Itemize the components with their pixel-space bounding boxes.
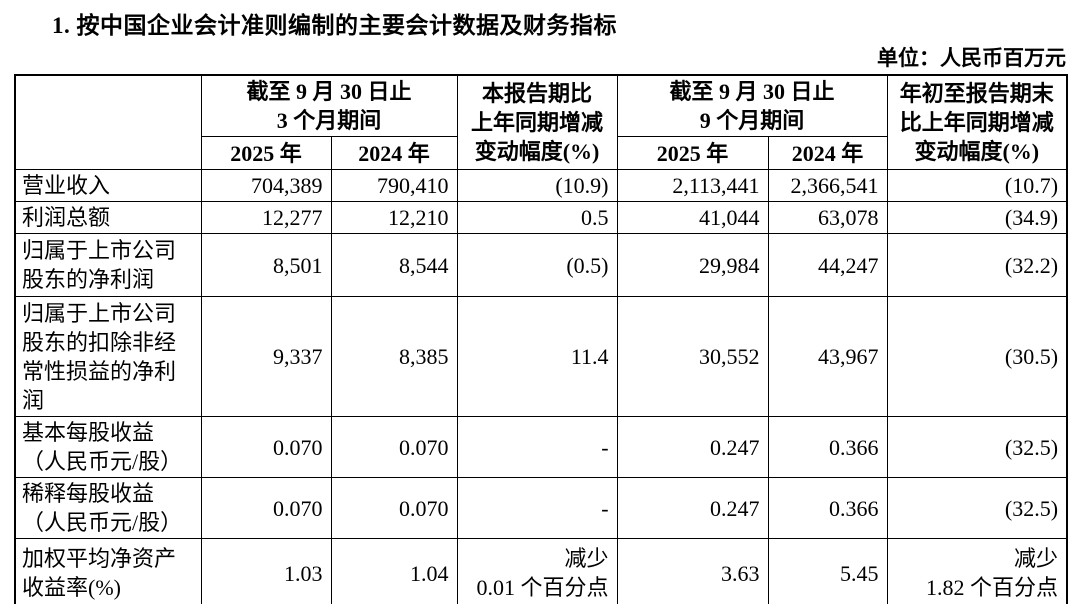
header-year-2024-3m: 2024 年 (330, 136, 458, 170)
row-label: 归属于上市公司 股东的扣除非经 常性损益的净利 润 (14, 296, 202, 417)
value-9m-change: (34.9) (886, 201, 1068, 234)
value-9m-2024: 43,967 (767, 296, 888, 417)
value-9m-2025: 0.247 (616, 477, 769, 539)
value-3m-2024: 790,410 (330, 169, 458, 202)
section-title: 1. 按中国企业会计准则编制的主要会计数据及财务指标 (52, 13, 617, 38)
value-9m-2024: 63,078 (767, 201, 888, 234)
value-9m-2024: 2,366,541 (767, 169, 888, 202)
value-9m-change: (10.7) (886, 169, 1068, 202)
header-change-ytd: 年初至报告期末 比上年同期增减 变动幅度(%) (886, 74, 1068, 170)
value-9m-change: (32.5) (886, 477, 1068, 539)
value-9m-change: (32.2) (886, 233, 1068, 297)
value-3m-change: 减少 0.01 个百分点 (456, 538, 618, 604)
value-9m-change: 减少 1.82 个百分点 (886, 538, 1068, 604)
value-3m-2024: 8,544 (330, 233, 458, 297)
value-3m-2025: 1.03 (200, 538, 332, 604)
value-9m-2025: 0.247 (616, 416, 769, 478)
financial-indicators-table: 截至 9 月 30 日止 3 个月期间 本报告期比 上年同期增减 变动幅度(%)… (14, 74, 1069, 604)
corner-cell (14, 74, 202, 170)
value-3m-change: - (456, 416, 618, 478)
value-9m-2024: 0.366 (767, 416, 888, 478)
table-row: 基本每股收益 （人民币元/股） 0.070 0.070 - 0.247 0.36… (14, 416, 1068, 478)
value-3m-change: 11.4 (456, 296, 618, 417)
value-3m-2024: 0.070 (330, 416, 458, 478)
value-9m-2025: 41,044 (616, 201, 769, 234)
table-row: 利润总额 12,277 12,210 0.5 41,044 63,078 (34… (14, 201, 1068, 234)
header-change-current-period: 本报告期比 上年同期增减 变动幅度(%) (456, 74, 618, 170)
value-3m-change: (10.9) (456, 169, 618, 202)
table-body: 营业收入 704,389 790,410 (10.9) 2,113,441 2,… (14, 169, 1068, 604)
header-9m-period: 截至 9 月 30 日止 9 个月期间 (616, 74, 888, 137)
value-9m-change: (32.5) (886, 416, 1068, 478)
value-9m-2025: 2,113,441 (616, 169, 769, 202)
value-9m-2024: 0.366 (767, 477, 888, 539)
header-year-2024-9m: 2024 年 (767, 136, 888, 170)
row-label: 利润总额 (14, 201, 202, 234)
value-9m-2024: 5.45 (767, 538, 888, 604)
table-row: 归属于上市公司 股东的扣除非经 常性损益的净利 润 9,337 8,385 11… (14, 296, 1068, 417)
value-3m-change: - (456, 477, 618, 539)
table-row: 稀释每股收益 （人民币元/股） 0.070 0.070 - 0.247 0.36… (14, 477, 1068, 539)
row-label: 归属于上市公司 股东的净利润 (14, 233, 202, 297)
table-row: 营业收入 704,389 790,410 (10.9) 2,113,441 2,… (14, 169, 1068, 202)
row-label: 基本每股收益 （人民币元/股） (14, 416, 202, 478)
value-9m-2025: 29,984 (616, 233, 769, 297)
value-3m-change: (0.5) (456, 233, 618, 297)
value-9m-2025: 3.63 (616, 538, 769, 604)
value-3m-2024: 8,385 (330, 296, 458, 417)
value-3m-2025: 8,501 (200, 233, 332, 297)
header-row-years: 2025 年 2024 年 2025 年 2024 年 (15, 136, 1067, 170)
row-label: 加权平均净资产 收益率(%) (14, 538, 202, 604)
header-year-2025-9m: 2025 年 (616, 136, 769, 170)
value-3m-2025: 704,389 (200, 169, 332, 202)
value-3m-2025: 12,277 (200, 201, 332, 234)
value-3m-2025: 0.070 (200, 416, 332, 478)
value-3m-2025: 9,337 (200, 296, 332, 417)
value-3m-2025: 0.070 (200, 477, 332, 539)
table-row: 加权平均净资产 收益率(%) 1.03 1.04 减少 0.01 个百分点 3.… (14, 538, 1068, 604)
value-9m-2024: 44,247 (767, 233, 888, 297)
header-year-2025-3m: 2025 年 (200, 136, 332, 170)
table-header: 截至 9 月 30 日止 3 个月期间 本报告期比 上年同期增减 变动幅度(%)… (14, 74, 1068, 170)
value-3m-change: 0.5 (456, 201, 618, 234)
unit-note: 单位：人民币百万元 (877, 46, 1066, 70)
table-row: 归属于上市公司 股东的净利润 8,501 8,544 (0.5) 29,984 … (14, 233, 1068, 297)
value-9m-2025: 30,552 (616, 296, 769, 417)
row-label: 营业收入 (14, 169, 202, 202)
header-row-groups: 截至 9 月 30 日止 3 个月期间 本报告期比 上年同期增减 变动幅度(%)… (14, 74, 1068, 170)
row-label: 稀释每股收益 （人民币元/股） (14, 477, 202, 539)
header-3m-period: 截至 9 月 30 日止 3 个月期间 (200, 74, 458, 137)
value-3m-2024: 0.070 (330, 477, 458, 539)
value-3m-2024: 12,210 (330, 201, 458, 234)
value-3m-2024: 1.04 (330, 538, 458, 604)
value-9m-change: (30.5) (886, 296, 1068, 417)
